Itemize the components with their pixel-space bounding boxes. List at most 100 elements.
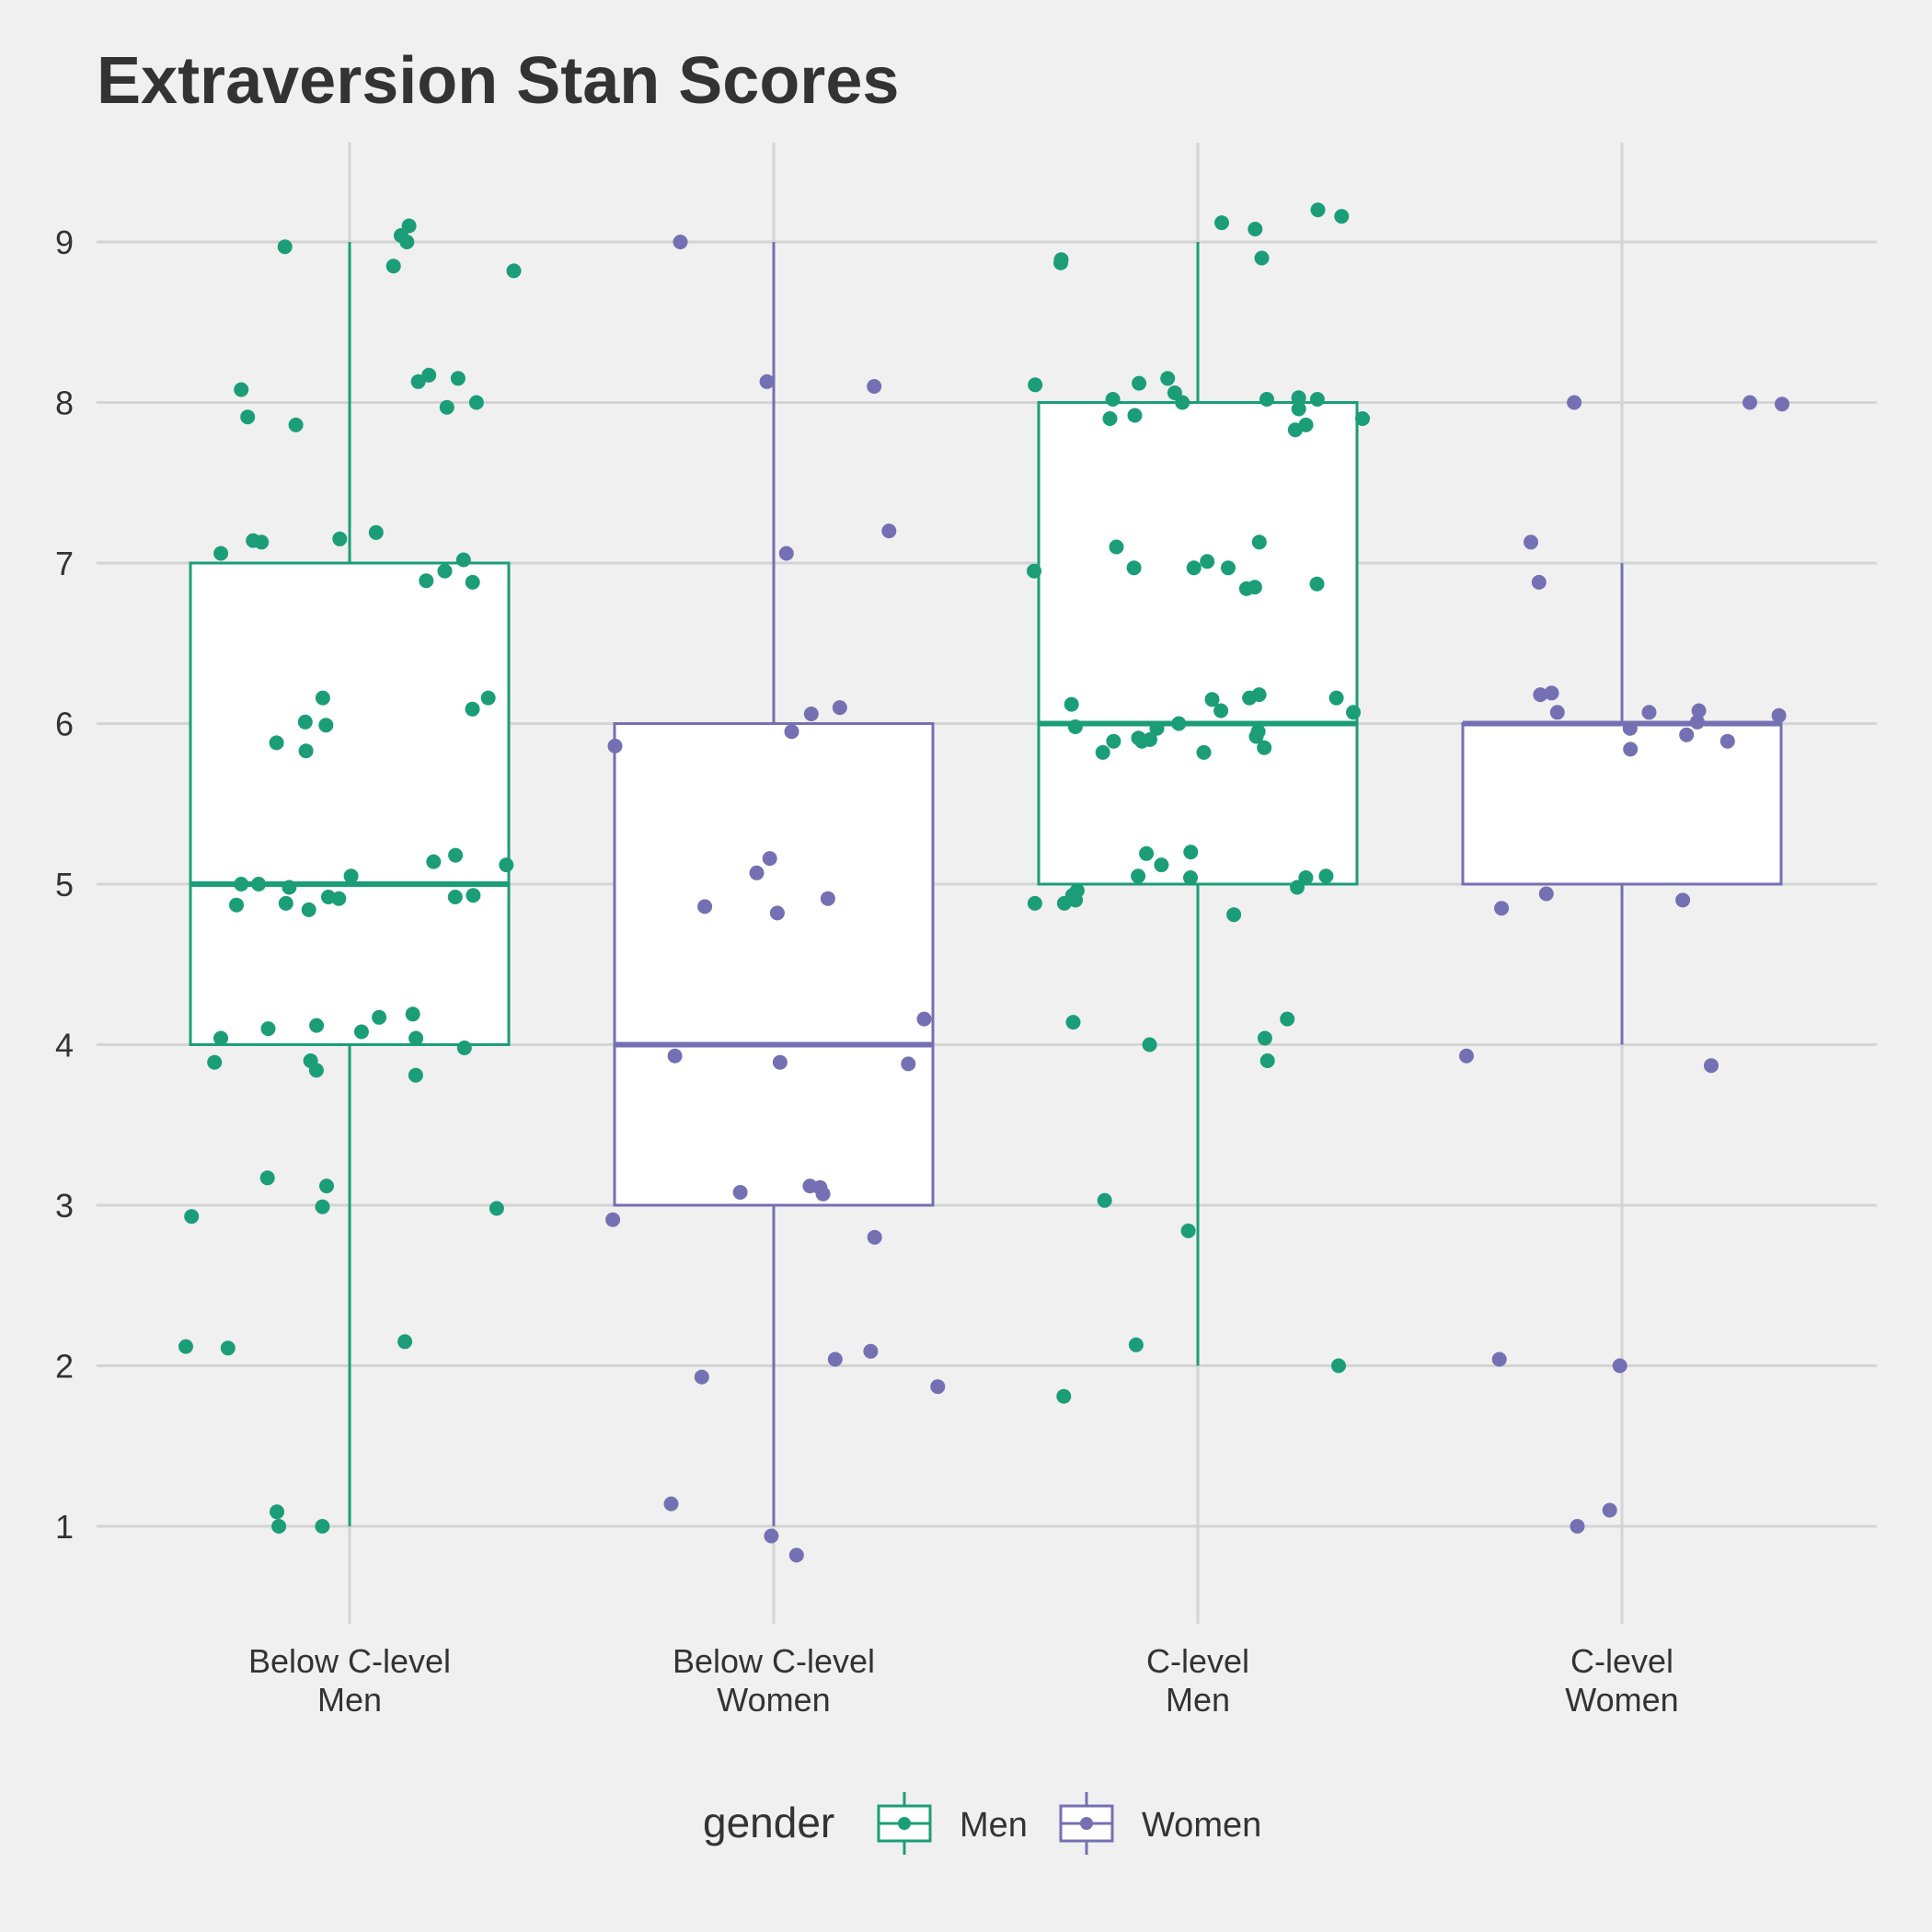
data-point [1544, 685, 1559, 701]
data-point [315, 1199, 330, 1214]
data-point [1127, 408, 1143, 423]
boxes [189, 242, 1783, 1526]
data-point [1771, 707, 1787, 723]
data-point [1346, 705, 1361, 720]
legend-dot [1080, 1817, 1093, 1830]
data-point [465, 701, 480, 717]
legend: gender Men Women [703, 1792, 1261, 1855]
data-point [332, 531, 348, 546]
data-point [1280, 1011, 1295, 1027]
data-point [278, 895, 293, 911]
data-point [1291, 401, 1306, 417]
data-point [184, 1209, 200, 1225]
y-tick-label: 2 [55, 1348, 74, 1386]
data-point [410, 374, 426, 389]
data-point [1248, 729, 1264, 744]
x-tick-label: Below C-level Women [673, 1642, 875, 1719]
data-point [506, 263, 522, 279]
data-point [213, 546, 229, 561]
data-point [1095, 744, 1110, 760]
data-point [1689, 714, 1705, 730]
legend-dot [898, 1817, 911, 1830]
data-point [762, 851, 777, 867]
data-point [1065, 1015, 1081, 1030]
data-point [353, 1024, 369, 1040]
x-tick-label: C-level Men [1146, 1642, 1249, 1719]
data-point [303, 1053, 318, 1068]
y-tick-label: 5 [55, 866, 74, 903]
box-2 [1037, 242, 1359, 1366]
y-tick-label: 3 [55, 1187, 74, 1225]
data-point [401, 218, 417, 234]
data-point [246, 533, 261, 548]
data-point [499, 857, 514, 873]
data-point [240, 409, 256, 425]
data-point [778, 546, 794, 561]
data-point [315, 690, 330, 706]
data-point [1204, 692, 1220, 707]
data-point [1053, 252, 1069, 268]
box-iqr [1037, 401, 1359, 886]
data-point [1675, 892, 1691, 908]
box-iqr [613, 722, 935, 1207]
data-point [408, 1030, 424, 1046]
data-point [1570, 1519, 1585, 1534]
data-point [1549, 705, 1565, 720]
data-point [439, 399, 454, 415]
data-point [372, 1009, 387, 1025]
data-point [480, 690, 496, 706]
data-point [1328, 690, 1344, 706]
data-point [1775, 397, 1789, 412]
data-point [1221, 560, 1236, 576]
data-point [1318, 868, 1334, 884]
data-point [1105, 392, 1121, 407]
data-point [1213, 703, 1229, 719]
data-point [867, 379, 882, 394]
data-point [1126, 560, 1142, 576]
data-point [863, 1343, 879, 1359]
data-point [1287, 422, 1303, 438]
data-point [1180, 1223, 1196, 1238]
data-point [1334, 209, 1350, 224]
data-point [259, 1170, 275, 1186]
data-point [1538, 886, 1554, 902]
data-point [1641, 705, 1657, 720]
legend-key-men: Men [877, 1792, 1028, 1855]
box-iqr [189, 561, 511, 1046]
data-point [315, 1519, 330, 1534]
data-point [220, 1340, 236, 1356]
x-axis-ticks: Below C-level Men Below C-level Women C-leve… [248, 1642, 1679, 1719]
data-point [1257, 740, 1272, 755]
legend-label-men: Men [960, 1806, 1028, 1845]
data-point [694, 1369, 709, 1385]
data-point [1106, 733, 1121, 749]
data-point [1531, 574, 1547, 590]
data-point [421, 367, 437, 383]
data-point [1742, 395, 1757, 410]
data-point [772, 1054, 788, 1070]
data-point [1064, 888, 1080, 903]
data-point [784, 724, 799, 740]
data-point [1131, 868, 1146, 884]
data-point [437, 563, 453, 579]
x-tick-label: C-level Women [1565, 1642, 1678, 1719]
data-point [1309, 392, 1325, 407]
data-point [1251, 687, 1267, 703]
data-point [1139, 845, 1155, 861]
data-point [288, 417, 304, 432]
data-point [343, 868, 359, 884]
data-point [385, 259, 401, 274]
data-point [1027, 895, 1042, 911]
data-point [1200, 554, 1215, 569]
data-point [1056, 1388, 1072, 1404]
data-point [1067, 719, 1083, 734]
data-point [1128, 1337, 1144, 1352]
x-tick-label: Below C-level Men [248, 1642, 451, 1719]
data-point [271, 1519, 287, 1534]
data-point [1027, 563, 1041, 579]
data-point [455, 552, 471, 568]
data-point [1494, 901, 1510, 916]
data-point [234, 877, 249, 891]
data-point [309, 1018, 325, 1033]
box-iqr [1461, 722, 1783, 886]
